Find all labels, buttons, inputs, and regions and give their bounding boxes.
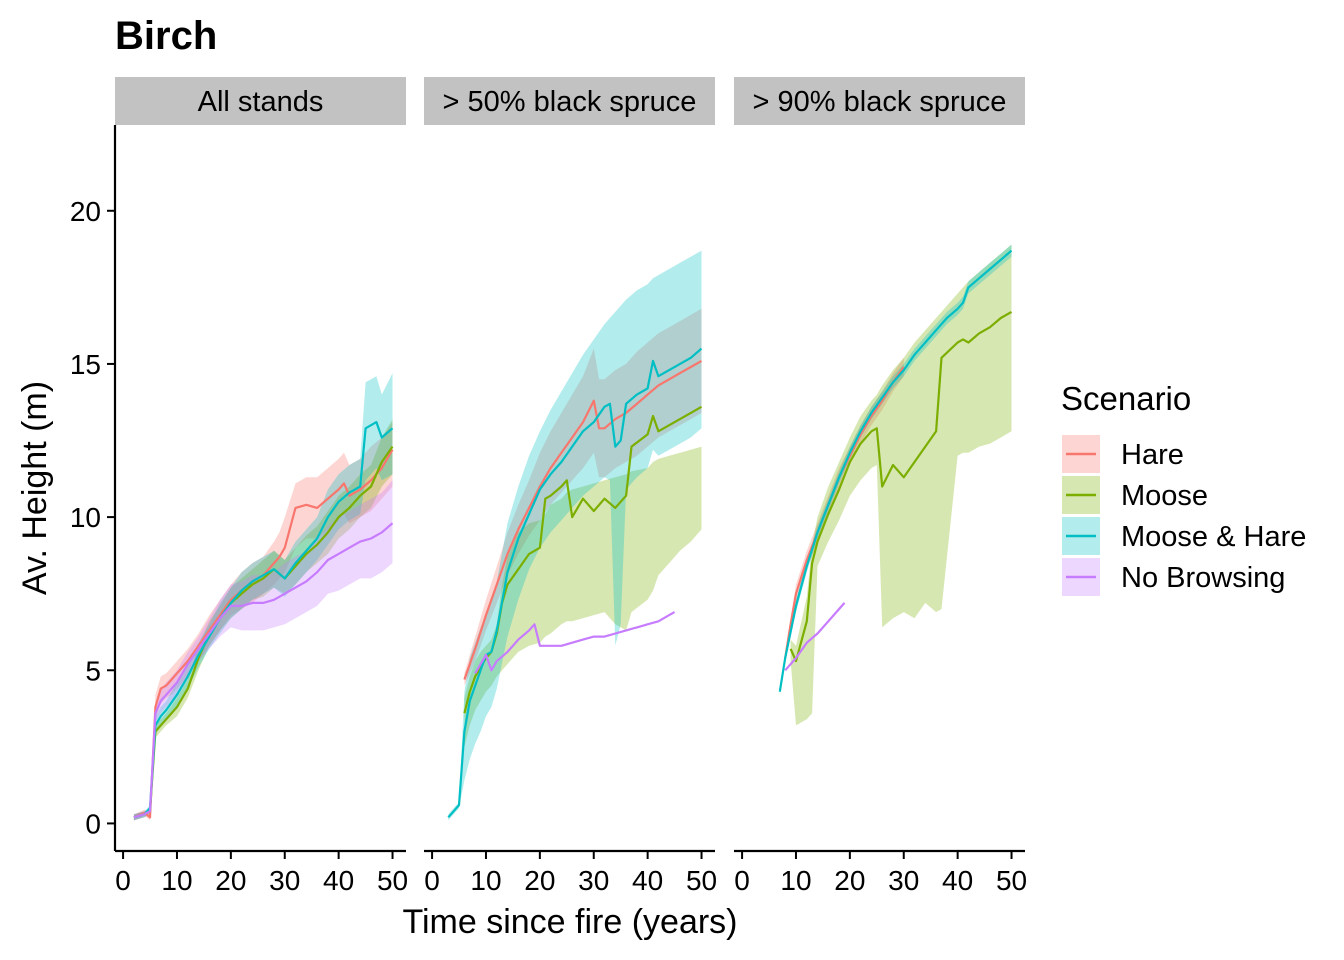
strip-background bbox=[115, 77, 406, 125]
chart-title: Birch bbox=[115, 14, 217, 58]
legend-item-moose-and-hare: Moose & Hare bbox=[1062, 517, 1306, 555]
strip-label: > 90% black spruce bbox=[753, 86, 1007, 118]
ribbon-moose bbox=[790, 244, 1012, 726]
line-moose-and-hare bbox=[133, 421, 394, 819]
legend-label: Moose bbox=[1121, 480, 1208, 512]
x-axis: 0 10 20 30 40 50 bbox=[734, 849, 1027, 896]
panel-50pct-black-spruce: > 50% black spruce 0 10 20 30 40 50 bbox=[424, 77, 717, 896]
strip-background bbox=[424, 77, 715, 125]
lines bbox=[778, 249, 1013, 692]
legend-item-moose: Moose bbox=[1062, 476, 1208, 514]
x-tick-label: 10 bbox=[161, 865, 192, 896]
legend-items: Hare Moose Moose & Hare No Browsing bbox=[1062, 435, 1306, 596]
y-tick-label: 20 bbox=[70, 196, 101, 227]
ribbons bbox=[133, 373, 393, 821]
panel-90pct-black-spruce: > 90% black spruce 0 10 20 30 40 50 bbox=[734, 77, 1027, 896]
x-tick-label: 30 bbox=[888, 865, 919, 896]
x-tick-label: 20 bbox=[834, 865, 865, 896]
ribbon-no-browsing bbox=[133, 480, 393, 821]
line-moose bbox=[133, 445, 394, 819]
x-tick-label: 0 bbox=[115, 865, 131, 896]
x-tick-label: 0 bbox=[424, 865, 440, 896]
x-tick-label: 50 bbox=[377, 865, 408, 896]
x-tick-label: 10 bbox=[470, 865, 501, 896]
lines bbox=[447, 347, 703, 819]
panel-all-stands: All stands 0 10 20 30 40 50 bbox=[115, 77, 408, 896]
x-tick-label: 10 bbox=[780, 865, 811, 896]
y-tick-label: 15 bbox=[70, 349, 101, 380]
strip-background bbox=[734, 77, 1025, 125]
line-no-browsing bbox=[784, 602, 846, 672]
x-tick-label: 50 bbox=[686, 865, 717, 896]
line-moose-and-hare bbox=[447, 347, 703, 819]
legend-item-no-browsing: No Browsing bbox=[1062, 558, 1285, 596]
legend-label: Moose & Hare bbox=[1121, 521, 1306, 553]
x-tick-label: 30 bbox=[578, 865, 609, 896]
y-tick-label: 10 bbox=[70, 502, 101, 533]
line-moose-and-hare bbox=[778, 249, 1013, 692]
x-tick-label: 50 bbox=[996, 865, 1027, 896]
legend-label: Hare bbox=[1121, 439, 1184, 471]
line-no-browsing bbox=[133, 522, 394, 819]
x-tick-label: 20 bbox=[524, 865, 555, 896]
line-hare bbox=[463, 359, 703, 680]
ribbon-moose-and-hare bbox=[133, 373, 393, 821]
x-axis: 0 10 20 30 40 50 bbox=[424, 849, 717, 896]
x-tick-label: 40 bbox=[942, 865, 973, 896]
strip-label: All stands bbox=[198, 86, 324, 118]
ribbon-hare bbox=[464, 308, 702, 686]
ribbons bbox=[448, 250, 702, 821]
x-tick-label: 30 bbox=[269, 865, 300, 896]
line-moose bbox=[789, 310, 1013, 663]
legend-label: No Browsing bbox=[1121, 562, 1285, 594]
ribbon-hare bbox=[133, 422, 393, 821]
line-no-browsing bbox=[474, 611, 676, 674]
x-tick-label: 40 bbox=[632, 865, 663, 896]
x-tick-label: 20 bbox=[215, 865, 246, 896]
legend-item-hare: Hare bbox=[1062, 435, 1184, 473]
x-tick-label: 0 bbox=[734, 865, 750, 896]
legend: Scenario Hare Moose Moose & Hare No Browsin… bbox=[1061, 380, 1306, 596]
y-axis: 0 5 10 15 20 bbox=[70, 125, 117, 851]
ribbon-moose bbox=[464, 446, 702, 747]
ribbons bbox=[779, 244, 1012, 726]
legend-title: Scenario bbox=[1061, 380, 1191, 417]
y-axis-title: Av. Height (m) bbox=[16, 381, 54, 595]
y-tick-label: 0 bbox=[85, 808, 101, 839]
lines bbox=[133, 421, 394, 819]
ribbon-hare bbox=[785, 357, 904, 665]
x-axis-title: Time since fire (years) bbox=[402, 903, 737, 941]
y-tick-label: 5 bbox=[85, 655, 101, 686]
x-tick-label: 40 bbox=[323, 865, 354, 896]
x-axis: 0 10 20 30 40 50 bbox=[115, 849, 408, 896]
strip-label: > 50% black spruce bbox=[443, 86, 697, 118]
